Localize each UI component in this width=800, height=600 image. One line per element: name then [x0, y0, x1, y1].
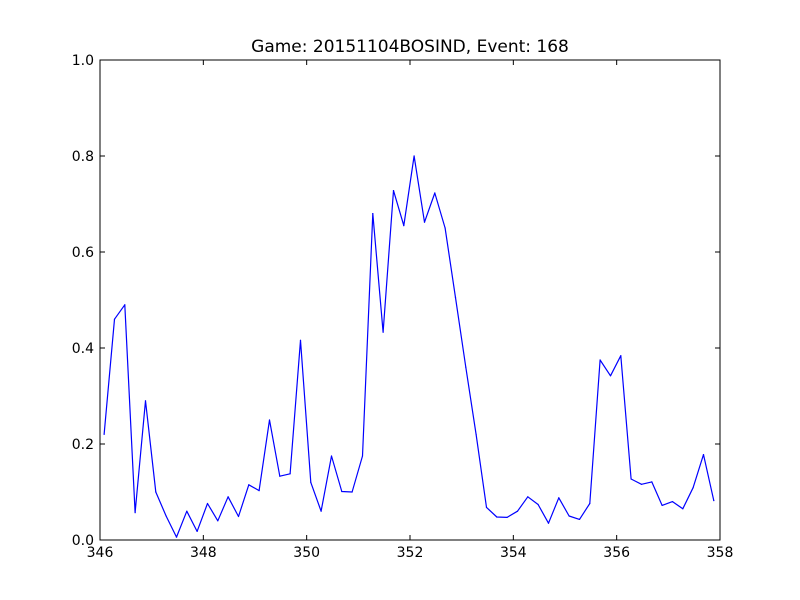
- data-point: [578, 518, 581, 521]
- data-point: [341, 490, 343, 493]
- x-tick-label: 350: [293, 545, 320, 561]
- data-point: [475, 433, 477, 435]
- data-point: [640, 483, 643, 485]
- data-point: [661, 504, 663, 506]
- y-tick-label: 0.8: [72, 149, 94, 165]
- data-point: [692, 487, 694, 489]
- data-point: [299, 339, 302, 341]
- data-point: [547, 522, 550, 524]
- series-line: [103, 155, 715, 538]
- data-point: [217, 520, 219, 522]
- data-point: [196, 530, 198, 533]
- data-point: [289, 473, 291, 475]
- data-point: [175, 536, 178, 538]
- data-point: [165, 515, 167, 517]
- data-point: [496, 516, 498, 518]
- data-point: [702, 454, 705, 456]
- data-point: [485, 506, 488, 508]
- x-tick-label: 356: [603, 545, 630, 561]
- x-tick-label: 346: [87, 545, 114, 561]
- data-point: [568, 515, 570, 517]
- x-tick-label: 354: [500, 545, 527, 561]
- data-point: [268, 419, 271, 421]
- data-point: [444, 227, 446, 229]
- data-point: [186, 510, 188, 512]
- data-point: [558, 497, 560, 499]
- data-point: [330, 455, 333, 457]
- data-point: [434, 192, 436, 194]
- x-axis: 346 348 350 352 354 356 358: [87, 60, 734, 561]
- data-point: [144, 400, 147, 402]
- data-point: [403, 225, 405, 227]
- data-point: [506, 516, 508, 519]
- data-point: [609, 375, 612, 377]
- x-tick-label: 358: [707, 545, 734, 561]
- data-point: [124, 304, 126, 306]
- x-tick-label: 352: [397, 545, 424, 561]
- chart-title: Game: 20151104BOSIND, Event: 168: [251, 37, 569, 57]
- data-point: [351, 491, 353, 493]
- data-point: [134, 511, 136, 514]
- data-point: [237, 515, 240, 518]
- data-point: [113, 318, 116, 320]
- data-point: [589, 502, 591, 505]
- data-point: [413, 155, 415, 157]
- plot-area-frame: [99, 59, 721, 541]
- data-point: [320, 510, 322, 512]
- data-point: [258, 490, 260, 492]
- data-point: [423, 221, 426, 223]
- data-point: [527, 496, 529, 498]
- series-layer: [103, 155, 715, 538]
- y-axis: 0.0 0.2 0.4 0.6 0.8 1.0: [72, 53, 720, 549]
- data-point: [537, 503, 539, 506]
- data-point: [248, 484, 250, 486]
- data-point: [361, 455, 364, 457]
- y-tick-label: 0.0: [72, 533, 94, 549]
- data-point: [103, 433, 105, 435]
- data-point: [671, 501, 674, 503]
- data-point: [630, 478, 632, 480]
- data-point: [392, 190, 395, 192]
- data-point: [620, 355, 622, 357]
- x-tick-label: 348: [190, 545, 217, 561]
- data-point: [310, 481, 312, 483]
- data-point: [454, 297, 457, 299]
- data-point: [227, 496, 229, 498]
- y-tick-label: 0.4: [72, 341, 94, 357]
- data-point: [382, 331, 384, 333]
- data-point: [155, 491, 157, 493]
- data-point: [372, 213, 374, 215]
- data-point: [279, 475, 281, 477]
- data-point: [651, 481, 653, 483]
- y-tick-label: 0.6: [72, 245, 94, 261]
- data-point: [599, 359, 601, 361]
- data-point: [713, 500, 715, 502]
- data-point: [682, 508, 684, 510]
- data-point: [206, 502, 209, 505]
- y-tick-label: 0.2: [72, 437, 94, 453]
- data-point: [465, 366, 467, 368]
- y-tick-label: 1.0: [72, 53, 94, 69]
- data-point: [516, 510, 519, 512]
